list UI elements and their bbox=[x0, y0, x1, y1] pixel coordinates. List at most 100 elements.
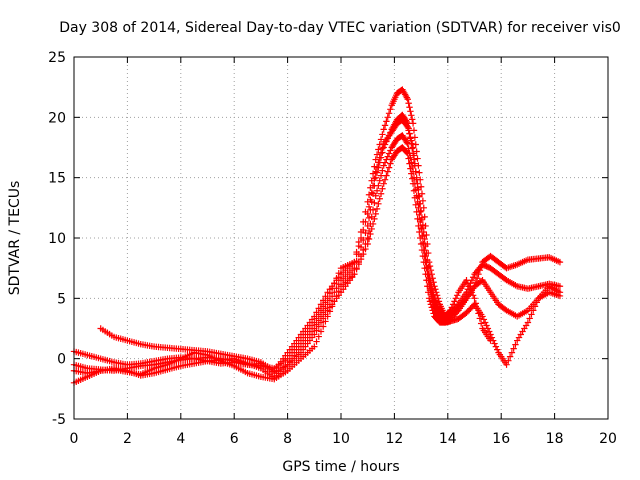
data-point bbox=[556, 289, 564, 296]
data-point bbox=[451, 298, 458, 305]
data-point bbox=[317, 301, 325, 308]
data-point bbox=[379, 167, 386, 174]
data-point bbox=[416, 228, 423, 236]
data-point bbox=[404, 123, 411, 131]
data-point bbox=[369, 182, 377, 189]
data-point bbox=[418, 224, 426, 232]
data-point bbox=[526, 315, 533, 322]
data-point bbox=[387, 147, 394, 154]
data-point bbox=[331, 298, 338, 305]
data-point bbox=[385, 110, 393, 117]
data-point bbox=[479, 313, 486, 320]
data-point bbox=[404, 96, 411, 103]
chart-title: Day 308 of 2014, Sidereal Day-to-day VTE… bbox=[59, 20, 621, 36]
data-point bbox=[328, 303, 336, 310]
data-point bbox=[477, 320, 485, 327]
data-point bbox=[473, 275, 481, 282]
data-point bbox=[317, 328, 325, 335]
data-point bbox=[415, 192, 422, 199]
data-point bbox=[409, 180, 417, 187]
data-point bbox=[364, 240, 371, 248]
data-point bbox=[508, 349, 516, 356]
series-track-4 bbox=[97, 116, 564, 374]
data-point bbox=[373, 151, 381, 158]
data-point bbox=[372, 192, 379, 199]
data-point bbox=[410, 127, 418, 134]
data-point bbox=[409, 144, 417, 151]
data-point bbox=[406, 160, 413, 167]
data-point bbox=[426, 298, 434, 305]
data-point bbox=[405, 100, 412, 107]
data-point bbox=[467, 280, 474, 287]
data-point bbox=[373, 187, 381, 194]
data-point bbox=[488, 334, 496, 341]
data-point bbox=[530, 307, 537, 314]
x-tick-label: 2 bbox=[123, 431, 132, 447]
data-point bbox=[385, 164, 393, 171]
data-point bbox=[476, 266, 484, 274]
x-tick-label: 6 bbox=[230, 431, 239, 447]
data-point bbox=[375, 182, 382, 189]
data-point bbox=[463, 277, 470, 284]
data-point bbox=[362, 218, 369, 226]
data-point bbox=[383, 172, 390, 179]
x-tick-label: 14 bbox=[439, 431, 457, 447]
data-point bbox=[416, 169, 423, 176]
y-tick-label: -5 bbox=[52, 412, 66, 428]
data-point bbox=[405, 127, 412, 134]
data-point bbox=[367, 230, 374, 238]
x-tick-label: 4 bbox=[176, 431, 185, 447]
data-point bbox=[355, 260, 362, 268]
data-point bbox=[418, 246, 426, 254]
data-point bbox=[381, 159, 389, 166]
data-point bbox=[384, 168, 391, 175]
data-point bbox=[368, 189, 375, 196]
data-point bbox=[468, 277, 476, 284]
data-point bbox=[425, 289, 432, 296]
data-point bbox=[375, 159, 382, 166]
data-point bbox=[379, 185, 386, 192]
data-point bbox=[373, 163, 381, 171]
data-point bbox=[406, 130, 413, 138]
data-point bbox=[471, 295, 478, 302]
data-point bbox=[383, 118, 390, 125]
data-point bbox=[491, 340, 498, 347]
data-point bbox=[311, 343, 318, 350]
data-point bbox=[351, 258, 358, 266]
x-tick-label: 0 bbox=[70, 431, 79, 447]
data-point bbox=[375, 200, 382, 208]
data-point bbox=[333, 293, 340, 300]
data-point bbox=[368, 225, 375, 233]
data-point bbox=[413, 148, 420, 155]
data-point bbox=[492, 343, 500, 350]
data-point bbox=[403, 139, 411, 146]
data-point bbox=[357, 255, 365, 263]
y-tick-label: 15 bbox=[48, 171, 66, 187]
data-point bbox=[322, 293, 329, 300]
data-point bbox=[353, 265, 360, 273]
data-point bbox=[387, 106, 394, 113]
data-point bbox=[324, 313, 331, 320]
data-point bbox=[524, 319, 532, 326]
y-tick-label: 10 bbox=[48, 231, 66, 247]
data-point bbox=[408, 112, 415, 119]
data-point bbox=[483, 322, 490, 329]
data-point bbox=[357, 234, 365, 242]
data-point bbox=[311, 331, 318, 338]
x-tick-label: 20 bbox=[599, 431, 617, 447]
y-tick-label: 25 bbox=[48, 50, 66, 66]
data-point bbox=[417, 234, 424, 242]
data-point bbox=[409, 116, 416, 123]
data-point bbox=[489, 337, 497, 344]
data-point bbox=[373, 205, 381, 213]
data-point bbox=[376, 141, 383, 148]
data-point bbox=[471, 283, 478, 290]
data-point bbox=[480, 316, 488, 323]
data-point bbox=[469, 274, 477, 281]
data-point bbox=[365, 235, 373, 243]
y-tick-label: 0 bbox=[57, 352, 66, 368]
data-point bbox=[385, 150, 393, 157]
data-point bbox=[503, 361, 510, 368]
data-point bbox=[372, 168, 379, 175]
